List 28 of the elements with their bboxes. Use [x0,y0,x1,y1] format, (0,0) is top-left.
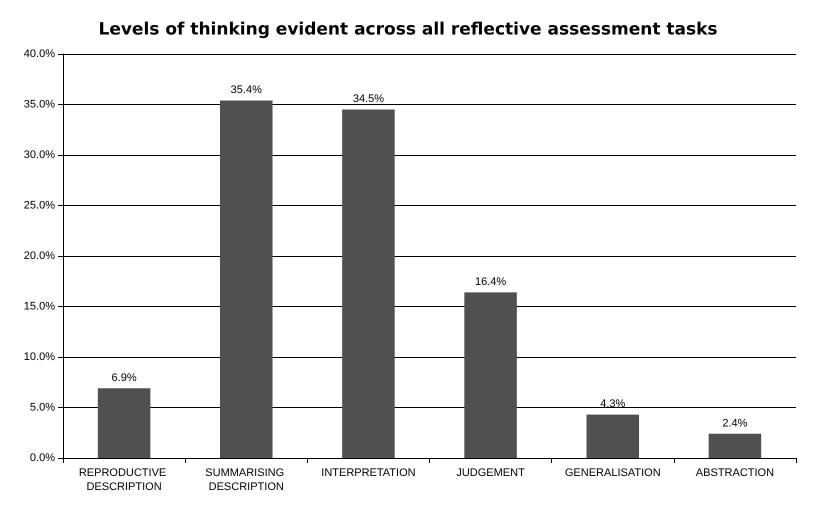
data-label: 6.9% [112,372,137,384]
y-tick-label: 25.0% [24,200,56,212]
y-tick-label: 5.0% [30,402,56,414]
y-tick-label: 20.0% [24,250,56,262]
x-tick-label: JUDGEMENT [456,467,526,479]
bar [464,292,517,458]
y-tick-label: 15.0% [24,300,56,312]
y-tick-label: 10.0% [24,351,56,363]
bar [586,414,640,458]
bar [98,388,150,458]
x-tick-label: SUMMARISING DESCRIPTION [205,467,288,493]
y-tick-label: 35.0% [24,98,56,110]
data-label: 34.5% [352,93,384,106]
bar [220,100,273,458]
y-tick-label: 30.0% [24,149,56,161]
data-label: 2.4% [722,417,748,430]
x-tick-label: INTERPRETATION [321,467,416,479]
y-tick-label: 40.0% [24,48,56,60]
y-tick-label: 0.0% [30,452,56,464]
chart-title: Levels of thinking evident across all reflective assessment tasks [98,20,718,40]
data-label: 35.4% [230,84,262,96]
x-tick-label: REPRODUCTIVE DESCRIPTION [78,467,170,493]
data-label: 4.3% [600,398,626,410]
data-label: 16.4% [474,276,506,288]
x-tick-label: ABSTRACTION [696,467,774,479]
x-tick-label: GENERALISATION [564,467,661,479]
bar [342,110,395,458]
bar [708,434,762,458]
